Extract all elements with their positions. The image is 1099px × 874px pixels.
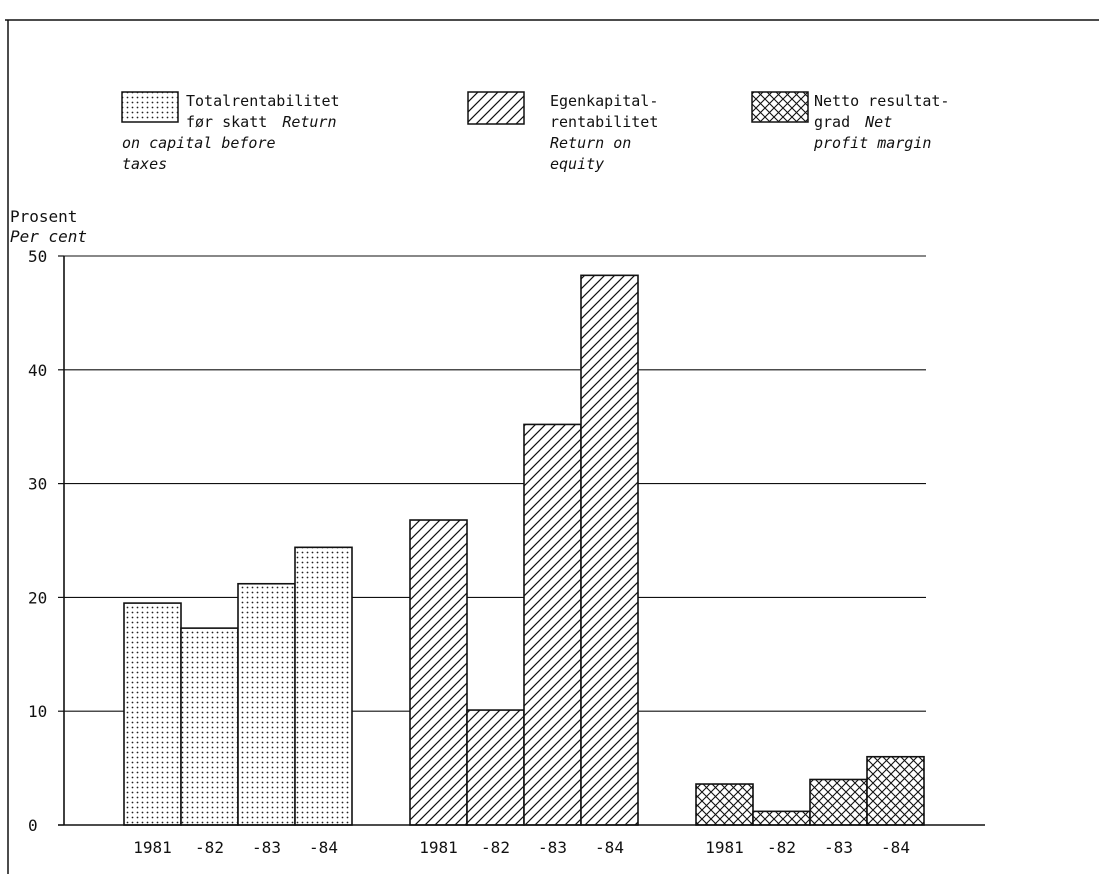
y-axis-title-en: Per cent bbox=[10, 227, 87, 246]
y-tick-label: 0 bbox=[28, 816, 38, 835]
y-tick-label: 10 bbox=[28, 702, 47, 721]
bar-1-82 bbox=[180, 627, 239, 826]
bar-1-1981 bbox=[123, 602, 182, 826]
bar-1-84 bbox=[294, 546, 353, 826]
legend-label-1-line3: on capital before bbox=[122, 134, 276, 152]
bars bbox=[123, 274, 925, 826]
bar-3-1981 bbox=[695, 783, 754, 826]
legend-label-1-line2: før skatt Return bbox=[186, 113, 337, 131]
bar-3-84 bbox=[866, 755, 925, 826]
x-tick-label: -82 bbox=[767, 838, 796, 857]
y-tick-label: 20 bbox=[28, 588, 47, 607]
legend-label-2-line3: Return on bbox=[550, 134, 631, 152]
legend-label-3-line3: profit margin bbox=[813, 134, 931, 152]
x-tick-label: -83 bbox=[824, 838, 853, 857]
x-tick-label: 1981 bbox=[705, 838, 744, 857]
y-tick-label: 30 bbox=[28, 475, 47, 494]
legend: Totalrentabilitet før skatt Return on ca… bbox=[121, 91, 949, 173]
x-tick-label: -83 bbox=[252, 838, 281, 857]
x-tick-label: -83 bbox=[538, 838, 567, 857]
legend-swatch-crosshatch bbox=[751, 91, 809, 123]
x-tick-labels: 1981 -82 -83 -84 1981 -82 -83 -84 1981 -82 -83 -84 bbox=[133, 838, 910, 857]
legend-label-2-line2: rentabilitet bbox=[550, 113, 658, 131]
y-tick-labels: 0 10 20 30 40 50 bbox=[28, 247, 47, 835]
bar-2-84 bbox=[580, 274, 639, 826]
axes bbox=[58, 256, 985, 826]
legend-label-2-line1: Egenkapital- bbox=[550, 92, 658, 110]
x-tick-label: -84 bbox=[309, 838, 338, 857]
bar-1-83 bbox=[237, 582, 296, 826]
legend-label-1-line1: Totalrentabilitet bbox=[186, 92, 340, 110]
x-tick-label: 1981 bbox=[133, 838, 172, 857]
y-tick-label: 40 bbox=[28, 361, 47, 380]
legend-label-3-line1: Netto resultat- bbox=[814, 92, 949, 110]
x-tick-label: -84 bbox=[881, 838, 910, 857]
legend-label-1-line4: taxes bbox=[122, 155, 167, 173]
y-axis-title: Prosent bbox=[10, 207, 77, 226]
bar-3-83 bbox=[809, 778, 868, 826]
bar-2-82 bbox=[466, 709, 525, 826]
y-tick-label: 50 bbox=[28, 247, 47, 266]
x-tick-label: -84 bbox=[595, 838, 624, 857]
bar-2-1981 bbox=[409, 519, 468, 826]
x-tick-label: 1981 bbox=[419, 838, 458, 857]
legend-swatch-dots bbox=[121, 91, 179, 123]
x-tick-label: -82 bbox=[481, 838, 510, 857]
legend-label-2-line4: equity bbox=[550, 155, 604, 173]
legend-label-3-line2: grad Net bbox=[814, 113, 892, 131]
bar-3-82 bbox=[752, 810, 811, 826]
legend-swatch-hatch bbox=[467, 91, 525, 125]
bar-2-83 bbox=[523, 423, 582, 826]
x-tick-label: -82 bbox=[195, 838, 224, 857]
